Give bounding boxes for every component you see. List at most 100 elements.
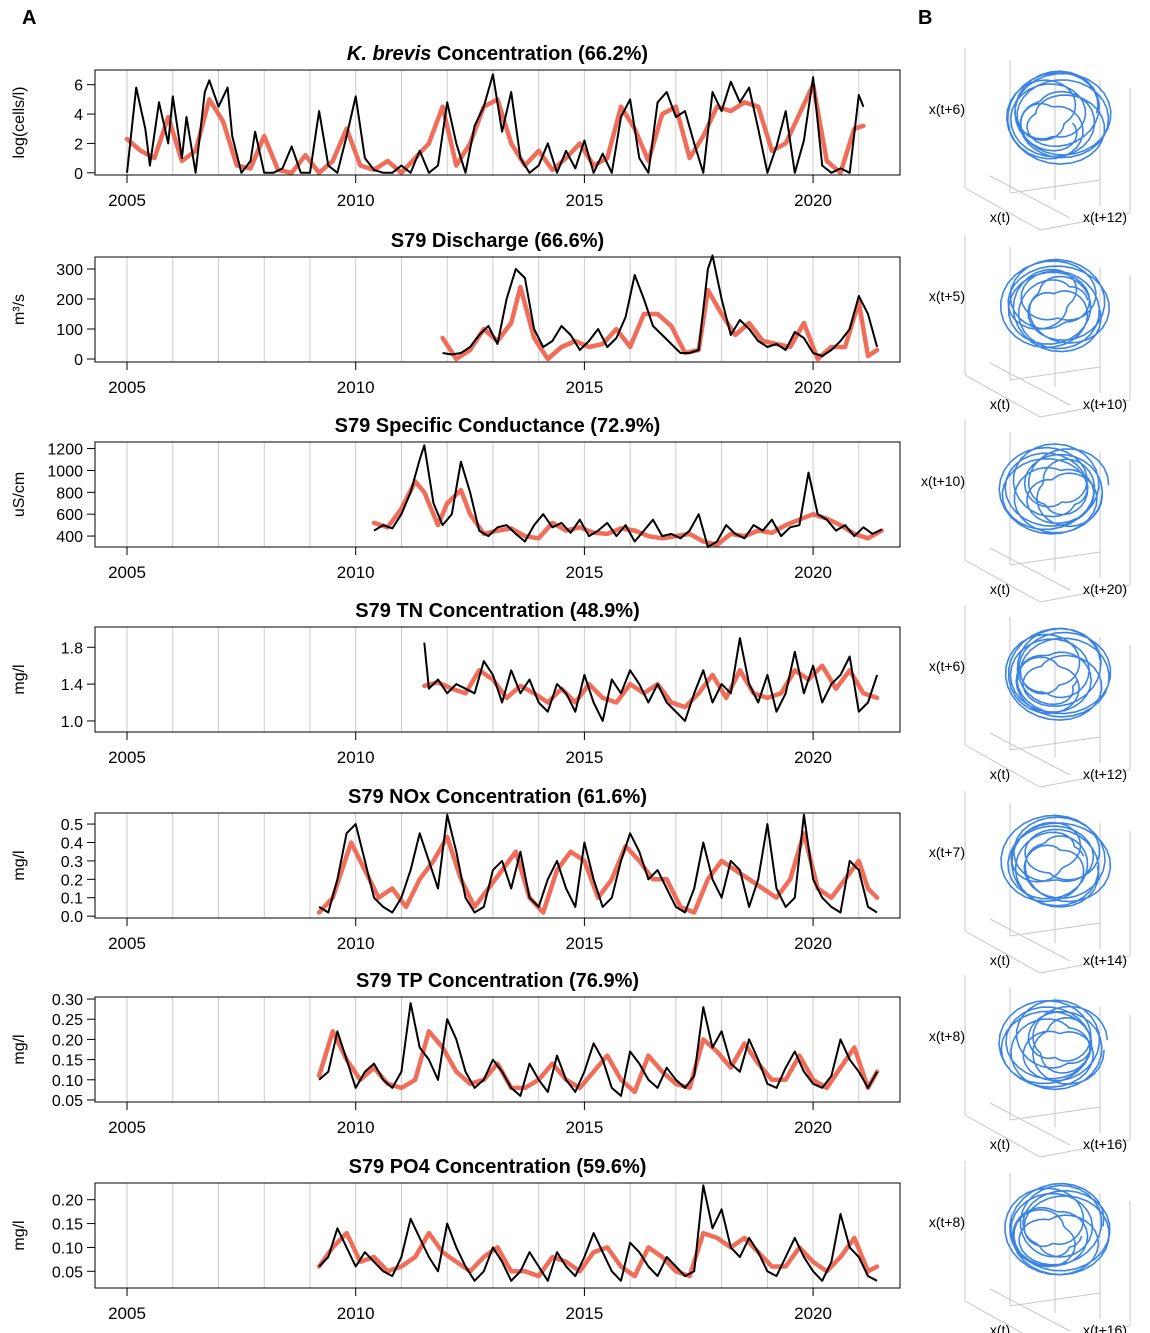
time-series-panels: K. brevis Concentration (66.2%) 0 2 4 6 log(c… [11, 43, 901, 1323]
attractor-label-lag: x(t+6) [929, 658, 965, 674]
y-tick-label: 0.4 [61, 835, 83, 852]
y-tick-label: 2 [74, 136, 83, 153]
chart-title-text: S79 TP Concentration (76.9%) [356, 970, 639, 992]
attractor-box-line [989, 1288, 1071, 1332]
x-tick-label: 2010 [337, 1304, 375, 1323]
attractor-box-line [964, 744, 1041, 788]
plot-frame [94, 441, 901, 548]
y-tick-label: 800 [56, 485, 83, 502]
chart-title-text: S79 PO4 Concentration (59.6%) [349, 1156, 647, 1178]
observed-series-line [126, 73, 865, 174]
attractor-box-line [1039, 399, 1131, 418]
chart-title: S79 Discharge (66.6%) [391, 230, 604, 252]
plot-frame [94, 1182, 901, 1289]
panel-b-label: B [918, 7, 932, 29]
x-tick-label: 2020 [794, 934, 832, 953]
plot-frame [94, 69, 901, 176]
chart-title-text: S79 TN Concentration (48.9%) [355, 600, 640, 622]
attractor-box-line [1009, 922, 1101, 937]
chart-panel-4: S79 TN Concentration (48.9%) 1.0 1.4 1.8 mg/… [11, 600, 901, 767]
y-tick-label: 0.10 [52, 1073, 83, 1090]
attractor-trajectory [1006, 70, 1112, 165]
attractor-label-lag: x(t+8) [929, 1028, 965, 1044]
y-tick-label: 1.0 [61, 714, 83, 731]
plot-frame [94, 996, 901, 1103]
attractor-label-x: x(t) [990, 1136, 1010, 1152]
x-tick-label: 2020 [794, 1304, 832, 1323]
attractor-box-line [1009, 366, 1101, 381]
attractor-trajectory [1000, 814, 1112, 908]
y-tick-label: 400 [56, 529, 83, 546]
y-tick-label: 100 [56, 322, 83, 339]
attractor-3: x(t+10) x(t) x(t+20) [921, 420, 1131, 603]
attractor-label-lag: x(t+6) [929, 101, 965, 117]
attractor-box-line [964, 187, 1041, 231]
plot-frame [94, 626, 901, 733]
x-tick-label: 2010 [337, 378, 375, 397]
y-tick-label: 0.30 [52, 992, 83, 1009]
y-tick-label: 0.1 [61, 891, 83, 908]
plot-frame [94, 256, 901, 363]
attractor-panels: x(t+6)x(t) x(t+12)x(t+5)x(t) x(t+10)x(t+10… [921, 48, 1131, 1333]
chart-title-text: Concentration (66.2%) [431, 43, 648, 65]
y-tick-label: 0.20 [52, 1193, 83, 1210]
attractor-label-lag2: x(t+12) [1083, 209, 1127, 225]
y-tick-label: 1.8 [61, 640, 83, 657]
y-tick-label: 6 [74, 78, 83, 95]
y-tick-label: 0.2 [61, 872, 83, 889]
attractor-box-line [1039, 1139, 1131, 1158]
x-tick-label: 2015 [565, 378, 603, 397]
chart-title: S79 NOx Concentration (61.6%) [348, 786, 647, 808]
attractor-label-x: x(t) [990, 396, 1010, 412]
chart-panel-7: S79 PO4 Concentration (59.6%) 0.05 0.10 0.1… [11, 1156, 901, 1323]
attractor-box-line [1039, 955, 1131, 974]
x-tick-label: 2005 [108, 1304, 146, 1323]
attractor-box-line [1009, 179, 1101, 194]
observed-series-line [318, 813, 878, 914]
x-tick-label: 2020 [794, 1118, 832, 1137]
y-axis-label: mg/l [11, 664, 28, 694]
y-tick-label: 200 [56, 292, 83, 309]
x-tick-label: 2015 [565, 191, 603, 210]
x-tick-label: 2020 [794, 748, 832, 767]
observed-series-line [318, 1002, 878, 1097]
y-tick-label: 1000 [47, 463, 83, 480]
attractor-box-line [1039, 584, 1131, 603]
chart-panel-2: S79 Discharge (66.6%) 0 100 200 300 m³/s 2005 2… [11, 230, 901, 397]
y-tick-label: 0.10 [52, 1240, 83, 1257]
attractor-box-line [989, 547, 1071, 591]
x-tick-label: 2015 [565, 1304, 603, 1323]
attractor-box-line [1039, 212, 1131, 231]
y-tick-label: 0.15 [52, 1053, 83, 1070]
attractor-box-line [964, 930, 1041, 974]
attractor-trajectory [1004, 1182, 1111, 1276]
y-axis-label: log(cells/l) [11, 86, 28, 158]
chart-title-italic: K. brevis [347, 43, 431, 65]
attractor-label-x: x(t) [990, 766, 1010, 782]
attractor-label-lag2: x(t+20) [1083, 581, 1127, 597]
x-tick-label: 2020 [794, 191, 832, 210]
attractor-box-line [989, 1102, 1071, 1146]
y-tick-label: 0.05 [52, 1264, 83, 1281]
attractor-label-lag2: x(t+16) [1083, 1136, 1127, 1152]
x-tick-label: 2005 [108, 378, 146, 397]
y-tick-label: 300 [56, 262, 83, 279]
chart-title: S79 TP Concentration (76.9%) [356, 970, 639, 992]
chart-title: S79 TN Concentration (48.9%) [355, 600, 640, 622]
attractor-1: x(t+6) x(t) x(t+12) [929, 48, 1131, 231]
attractor-label-lag2: x(t+14) [1083, 952, 1127, 968]
fitted-series-line [422, 663, 880, 710]
attractor-trajectory [1000, 258, 1110, 353]
observed-series-line [373, 444, 883, 548]
x-tick-label: 2010 [337, 748, 375, 767]
y-tick-label: 0.5 [61, 817, 83, 834]
y-axis-label: uS/cm [11, 472, 28, 517]
y-tick-label: 0.3 [61, 854, 83, 871]
attractor-label-lag: x(t+10) [921, 473, 965, 489]
x-tick-label: 2010 [337, 934, 375, 953]
attractor-2: x(t+5) x(t) x(t+10) [929, 235, 1131, 418]
x-tick-label: 2005 [108, 191, 146, 210]
x-tick-label: 2005 [108, 934, 146, 953]
chart-title-text: S79 Discharge (66.6%) [391, 230, 604, 252]
